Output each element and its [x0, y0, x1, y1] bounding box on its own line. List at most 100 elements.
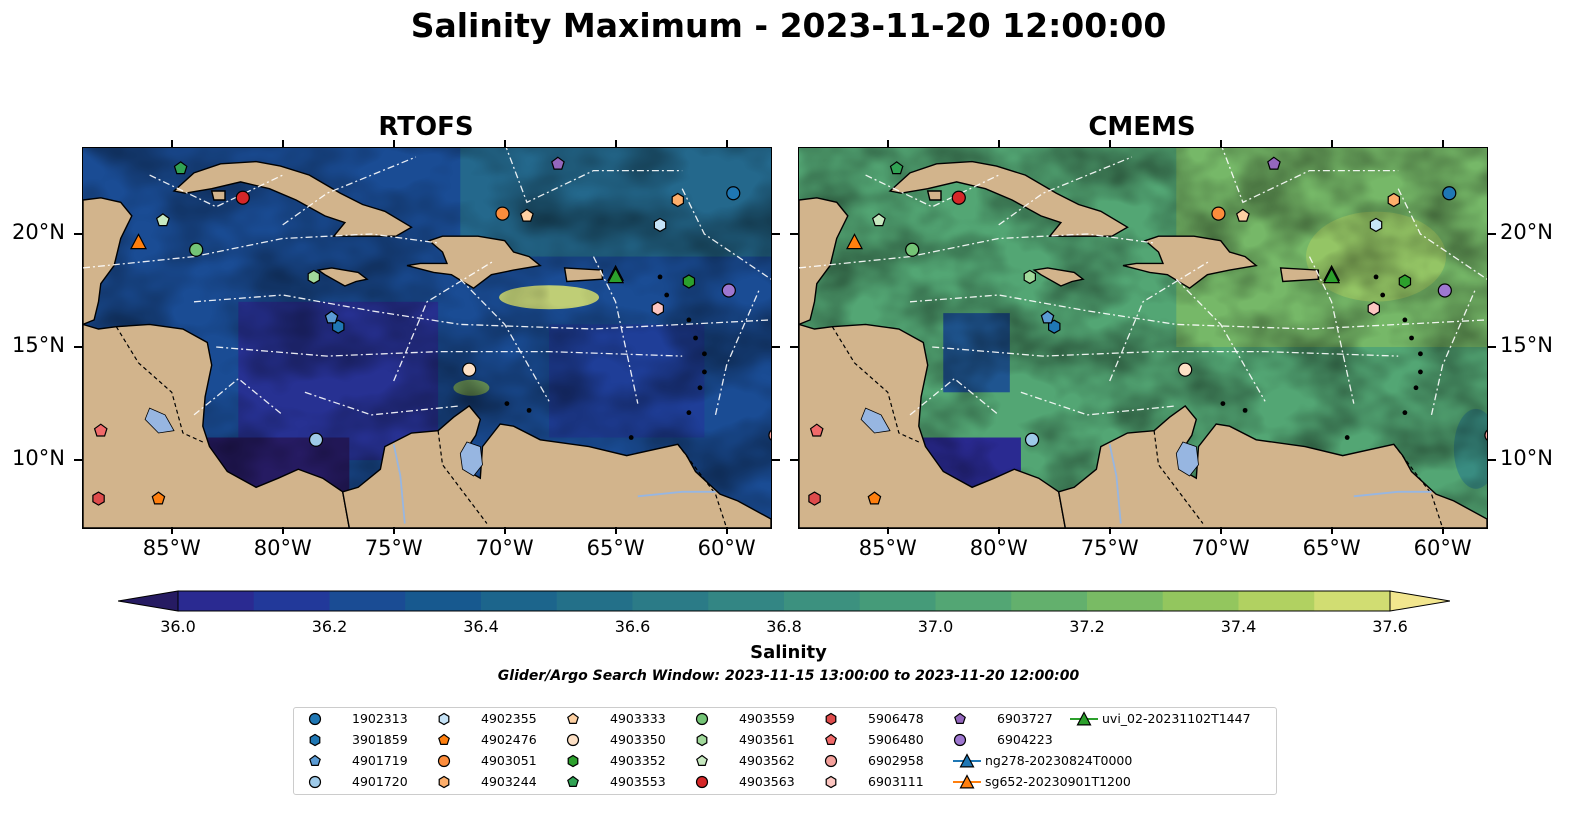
legend-hexagon-icon	[825, 712, 837, 726]
legend-label: 4903244	[481, 774, 537, 789]
float-legend-icon	[309, 733, 321, 747]
legend-label: 4901719	[352, 753, 408, 768]
colorbar-tick-label: 37.0	[917, 617, 954, 636]
float-marker-4903562	[155, 213, 170, 227]
lon-tick-label: 75°W	[1080, 536, 1139, 560]
legend-triangle-icon	[959, 753, 975, 768]
legend-circle-icon	[695, 712, 709, 726]
colorbar-tick-label: 36.2	[311, 617, 348, 636]
legend-pentagon-icon	[825, 733, 837, 745]
lat-tick-label: 15°N	[12, 333, 65, 358]
float-marker-4903553	[173, 161, 188, 175]
legend-circle-icon	[953, 733, 967, 747]
legend-label: 4903051	[481, 753, 537, 768]
float-marker-4903333	[1235, 208, 1250, 222]
colorbar-tick-label: 37.2	[1069, 617, 1105, 636]
legend-pentagon-icon	[567, 775, 579, 787]
colorbar-segment	[784, 591, 861, 611]
colorbar-segment	[556, 591, 633, 611]
legend-label: ng278-20230824T0000	[985, 753, 1133, 768]
lon-tick-label: 85°W	[142, 536, 201, 560]
float-marker-4903559	[189, 242, 204, 257]
float-legend-icon	[953, 733, 967, 747]
float-legend-icon	[437, 754, 451, 768]
legend-label: 4902355	[481, 711, 537, 726]
colorbar-tick-label: 36.8	[766, 617, 802, 636]
colorbar-segment	[481, 591, 558, 611]
lon-tick-label: 75°W	[364, 536, 423, 560]
float-legend-icon	[438, 775, 450, 789]
float-marker-4901720	[1024, 432, 1040, 447]
legend-hexagon-icon	[309, 733, 321, 747]
legend-label: 4903350	[610, 732, 666, 747]
colorbar-segment	[1011, 591, 1088, 611]
legend-pentagon-icon	[309, 754, 321, 766]
float-marker-4901719	[324, 310, 339, 324]
figure-title: Salinity Maximum - 2023-11-20 12:00:00	[410, 6, 1167, 45]
lon-tick-label: 80°W	[253, 536, 312, 560]
search-window-text: Glider/Argo Search Window: 2023-11-15 13…	[497, 668, 1080, 684]
glider-legend-icon	[953, 753, 981, 768]
legend-circle-icon	[695, 775, 709, 789]
float-marker-4903561	[307, 269, 320, 285]
float-legend-icon	[824, 754, 838, 768]
colorbar-segment	[1087, 591, 1164, 611]
float-marker-6904223	[1437, 283, 1452, 298]
legend-pentagon-icon	[567, 712, 579, 724]
legend-label: 4903562	[739, 753, 795, 768]
legend-label: 5906478	[868, 711, 924, 726]
float-marker-4903051	[1211, 206, 1226, 221]
float-legend-icon	[309, 754, 321, 766]
float-marker-1902313	[1442, 186, 1457, 201]
legend-label: 6902958	[868, 753, 924, 768]
float-marker-4903562	[871, 213, 886, 227]
panel-title-rtofs: RTOFS	[378, 112, 474, 142]
lat-tick-label: 10°N	[1500, 446, 1553, 471]
legend-label: 6903727	[997, 711, 1053, 726]
lat-tick-label: 20°N	[1500, 219, 1553, 244]
lat-tick-label: 15°N	[1500, 333, 1553, 358]
lon-tick-label: 60°W	[697, 536, 756, 560]
legend-circle-icon	[308, 712, 322, 726]
colorbar-tick-label: 37.4	[1220, 617, 1257, 636]
legend-label: 4903559	[739, 711, 795, 726]
colorbar-segment	[1238, 591, 1315, 611]
colorbar-segment	[253, 591, 330, 611]
glider-marker-sg652-20230901T1200	[130, 233, 147, 250]
float-marker-6903111	[1367, 301, 1381, 316]
legend-label: 4903333	[610, 711, 666, 726]
colorbar	[117, 589, 1451, 617]
float-legend-icon	[825, 733, 837, 745]
colorbar-tick-label: 37.6	[1372, 617, 1408, 636]
float-marker-4902476	[151, 491, 166, 505]
cmems-map	[798, 147, 1488, 529]
colorbar-tick-label: 36.0	[160, 617, 196, 636]
colorbar-segment	[329, 591, 406, 611]
float-marker-4903563	[235, 190, 250, 205]
float-marker-4901719	[1040, 310, 1055, 324]
legend-hexagon-icon	[567, 754, 579, 768]
float-legend-icon	[825, 712, 837, 726]
float-marker-4903350	[462, 362, 477, 377]
glider-legend-icon	[953, 774, 981, 789]
legend-label: 4903352	[610, 753, 666, 768]
float-marker-4903352	[1398, 274, 1412, 289]
float-legend-icon	[696, 754, 708, 766]
float-legend-icon	[308, 775, 322, 789]
float-legend-icon	[567, 754, 579, 768]
float-marker-4902476	[867, 491, 882, 505]
colorbar-segment	[935, 591, 1012, 611]
legend-label: 4902476	[481, 732, 537, 747]
float-marker-6902958	[768, 429, 771, 441]
legend-triangle-icon	[1076, 711, 1092, 726]
legend-pentagon-icon	[954, 712, 966, 724]
float-legend-icon	[696, 733, 708, 747]
float-marker-4903561	[1023, 269, 1036, 285]
colorbar-segment	[178, 591, 255, 611]
legend-label: 4903553	[610, 774, 666, 789]
legend-circle-icon	[824, 754, 838, 768]
colorbar-segment	[708, 591, 785, 611]
float-legend-icon	[825, 775, 837, 789]
legend-label: 4903563	[739, 774, 795, 789]
float-marker-6903727	[1267, 156, 1281, 170]
